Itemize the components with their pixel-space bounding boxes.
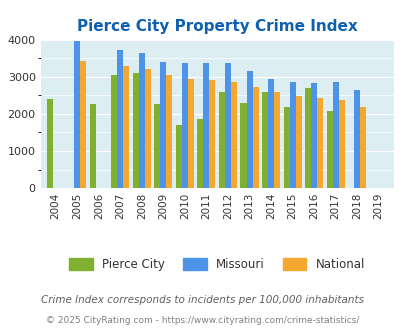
Bar <box>246 71 252 188</box>
Bar <box>166 75 172 188</box>
Bar <box>289 82 295 188</box>
Bar <box>283 107 289 188</box>
Bar <box>218 92 224 188</box>
Bar <box>154 104 160 188</box>
Bar <box>310 83 316 188</box>
Bar <box>267 79 273 188</box>
Bar <box>90 104 96 188</box>
Bar <box>197 119 203 188</box>
Bar <box>188 79 194 188</box>
Bar <box>74 42 80 188</box>
Bar <box>304 88 310 188</box>
Bar <box>123 66 129 188</box>
Bar <box>252 87 258 188</box>
Bar <box>261 92 267 188</box>
Text: © 2025 CityRating.com - https://www.cityrating.com/crime-statistics/: © 2025 CityRating.com - https://www.city… <box>46 315 359 325</box>
Bar <box>240 103 246 188</box>
Bar <box>160 62 166 188</box>
Text: Crime Index corresponds to incidents per 100,000 inhabitants: Crime Index corresponds to incidents per… <box>41 295 364 305</box>
Bar <box>359 107 365 188</box>
Bar <box>80 61 86 188</box>
Bar <box>332 82 338 188</box>
Bar <box>316 98 322 188</box>
Bar <box>117 50 123 188</box>
Title: Pierce City Property Crime Index: Pierce City Property Crime Index <box>77 19 357 34</box>
Bar <box>145 69 151 188</box>
Bar <box>111 75 117 188</box>
Bar <box>139 52 145 188</box>
Bar <box>273 92 279 188</box>
Bar <box>175 125 181 188</box>
Bar <box>230 82 237 188</box>
Bar <box>295 96 301 188</box>
Bar <box>47 99 53 188</box>
Bar <box>181 63 188 188</box>
Bar <box>203 63 209 188</box>
Bar <box>338 100 344 188</box>
Bar <box>326 111 332 188</box>
Bar <box>209 80 215 188</box>
Bar <box>353 90 359 188</box>
Bar <box>224 63 230 188</box>
Legend: Pierce City, Missouri, National: Pierce City, Missouri, National <box>64 253 369 276</box>
Bar <box>132 73 139 188</box>
